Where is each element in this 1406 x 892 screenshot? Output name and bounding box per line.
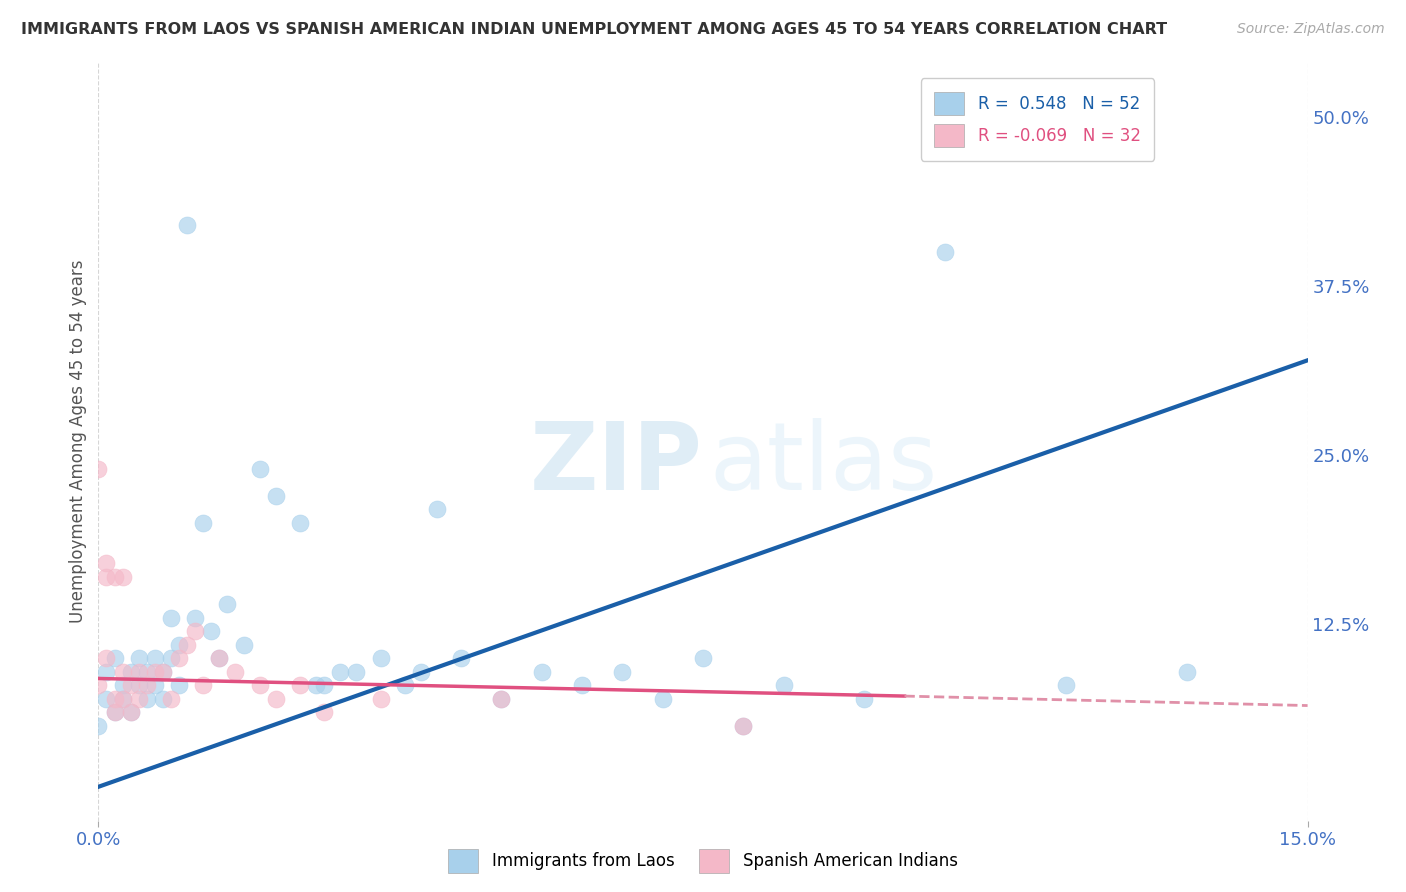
Point [143,651,166,665]
Point [305,678,328,692]
Point [853,691,876,706]
Point [176,638,198,652]
Point [128,691,150,706]
Point [288,678,311,692]
Point [160,691,183,706]
Point [651,691,673,706]
Point [264,691,287,706]
Point [193,678,215,692]
Point [1054,678,1077,692]
Point [120,678,142,692]
Point [612,665,634,679]
Point [135,691,157,706]
Legend: R =  0.548   N = 52, R = -0.069   N = 32: R = 0.548 N = 52, R = -0.069 N = 32 [921,78,1154,161]
Point [426,502,449,516]
Point [370,651,392,665]
Point [491,691,513,706]
Point [103,570,125,584]
Point [128,651,150,665]
Point [208,651,231,665]
Point [96,570,118,584]
Point [152,665,174,679]
Point [217,597,239,611]
Point [152,691,174,706]
Point [344,665,367,679]
Point [120,665,142,679]
Y-axis label: Unemployment Among Ages 45 to 54 years: Unemployment Among Ages 45 to 54 years [69,260,87,624]
Point [530,665,553,679]
Point [103,691,125,706]
Point [232,638,254,652]
Point [200,624,222,639]
Point [143,678,166,692]
Point [264,489,287,503]
Point [103,706,125,720]
Point [111,691,134,706]
Point [491,691,513,706]
Point [249,461,271,475]
Point [571,678,593,692]
Point [128,665,150,679]
Point [314,706,336,720]
Point [314,678,336,692]
Point [135,665,157,679]
Point [128,678,150,692]
Point [1175,665,1198,679]
Point [103,651,125,665]
Point [394,678,416,692]
Point [167,651,190,665]
Text: atlas: atlas [709,418,938,510]
Point [152,665,174,679]
Point [135,678,157,692]
Point [160,610,183,624]
Point [329,665,352,679]
Point [450,651,472,665]
Point [111,570,134,584]
Point [143,665,166,679]
Point [692,651,714,665]
Point [87,719,110,733]
Point [160,651,183,665]
Point [120,706,142,720]
Point [370,691,392,706]
Point [409,665,432,679]
Point [184,624,207,639]
Point [87,461,110,475]
Point [96,665,118,679]
Point [167,638,190,652]
Point [733,719,755,733]
Point [733,719,755,733]
Legend: Immigrants from Laos, Spanish American Indians: Immigrants from Laos, Spanish American I… [441,842,965,880]
Point [96,651,118,665]
Point [111,691,134,706]
Point [111,678,134,692]
Point [111,665,134,679]
Point [176,218,198,232]
Point [120,706,142,720]
Point [934,244,956,259]
Text: IMMIGRANTS FROM LAOS VS SPANISH AMERICAN INDIAN UNEMPLOYMENT AMONG AGES 45 TO 54: IMMIGRANTS FROM LAOS VS SPANISH AMERICAN… [21,22,1167,37]
Point [249,678,271,692]
Point [772,678,794,692]
Point [224,665,246,679]
Point [167,678,190,692]
Point [87,678,110,692]
Text: Source: ZipAtlas.com: Source: ZipAtlas.com [1237,22,1385,37]
Text: ZIP: ZIP [530,418,703,510]
Point [208,651,231,665]
Point [96,557,118,571]
Point [184,610,207,624]
Point [288,516,311,530]
Point [103,706,125,720]
Point [96,691,118,706]
Point [193,516,215,530]
